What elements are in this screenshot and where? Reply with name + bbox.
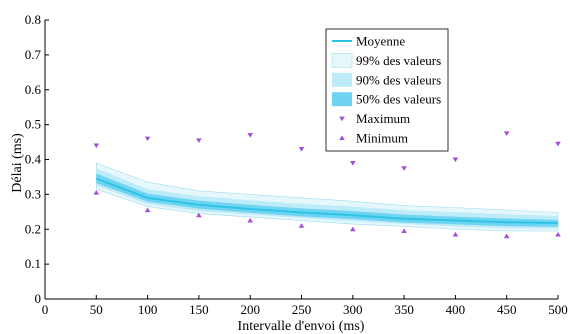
minimum-point xyxy=(298,223,305,228)
legend-label: 50% des valeurs xyxy=(356,92,441,107)
maximum-point xyxy=(298,147,305,152)
maximum-point xyxy=(503,131,510,136)
x-tick-label: 200 xyxy=(240,302,260,317)
maximum-point xyxy=(350,160,356,166)
y-tick-label: 0.2 xyxy=(25,221,41,236)
maximum-point xyxy=(555,141,561,147)
minimum-point xyxy=(247,217,253,223)
x-tick-label: 300 xyxy=(343,302,363,317)
minimum-point xyxy=(93,190,100,195)
legend-label: Maximum xyxy=(356,111,410,126)
x-tick-label: 450 xyxy=(497,302,517,317)
x-tick-label: 100 xyxy=(138,302,158,317)
y-tick-label: 0.8 xyxy=(25,12,41,27)
y-tick-label: 0.4 xyxy=(25,152,42,167)
minimum-point xyxy=(196,212,202,218)
maximum-point xyxy=(93,143,100,149)
legend-box xyxy=(325,28,449,152)
legend-swatch-minimum xyxy=(339,135,345,140)
minimum-point xyxy=(144,207,151,213)
legend-swatch-maximum xyxy=(339,116,345,122)
y-axis-title: Délai (ms) xyxy=(10,133,25,193)
mean-line xyxy=(95,177,559,224)
y-tick-label: 0.6 xyxy=(25,82,42,97)
x-tick-label: 500 xyxy=(548,302,568,317)
maximum-point xyxy=(247,133,253,138)
minimum-point xyxy=(452,231,459,237)
x-tick-label: 50 xyxy=(90,302,103,317)
x-tick-label: 150 xyxy=(189,302,209,317)
y-tick-label: 0.1 xyxy=(25,256,41,271)
legend-swatch-band99 xyxy=(331,53,353,68)
x-tick-label: 0 xyxy=(42,302,49,317)
axes: 0 0.1 0.2 0.3 0.4 0.5 0.6 0.7 0.8 0 50 100 150 200 250… xyxy=(25,12,568,317)
legend: Moyenne 99% des valeurs 90% des valeurs 50%… xyxy=(325,28,449,152)
minimum-point xyxy=(503,233,510,239)
legend-swatch-band90 xyxy=(332,72,352,87)
minimum-point xyxy=(401,228,407,233)
maximum-point xyxy=(196,138,202,143)
minimum-point xyxy=(555,231,561,237)
legend-label: Minimum xyxy=(356,131,408,146)
plot-area xyxy=(93,131,561,239)
legend-label: Moyenne xyxy=(356,34,405,49)
x-tick-label: 400 xyxy=(446,302,466,317)
maximum-point xyxy=(144,136,151,142)
legend-label: 99% des valeurs xyxy=(356,53,441,68)
y-tick-label: 0.7 xyxy=(25,47,42,62)
y-tick-label: 0 xyxy=(35,291,42,306)
x-tick-label: 250 xyxy=(292,302,312,317)
y-tick-label: 0.3 xyxy=(25,186,41,201)
band-90 xyxy=(96,168,559,229)
x-axis-title: Intervalle d'envoi (ms) xyxy=(238,319,365,334)
x-tick-label: 350 xyxy=(394,302,414,317)
y-tick-label: 0.5 xyxy=(25,117,41,132)
maximum-point xyxy=(401,166,407,171)
legend-swatch-band50 xyxy=(332,92,352,107)
legend-label: 90% des valeurs xyxy=(356,72,441,87)
maximum-point xyxy=(452,157,459,163)
minimum-point xyxy=(350,226,356,232)
